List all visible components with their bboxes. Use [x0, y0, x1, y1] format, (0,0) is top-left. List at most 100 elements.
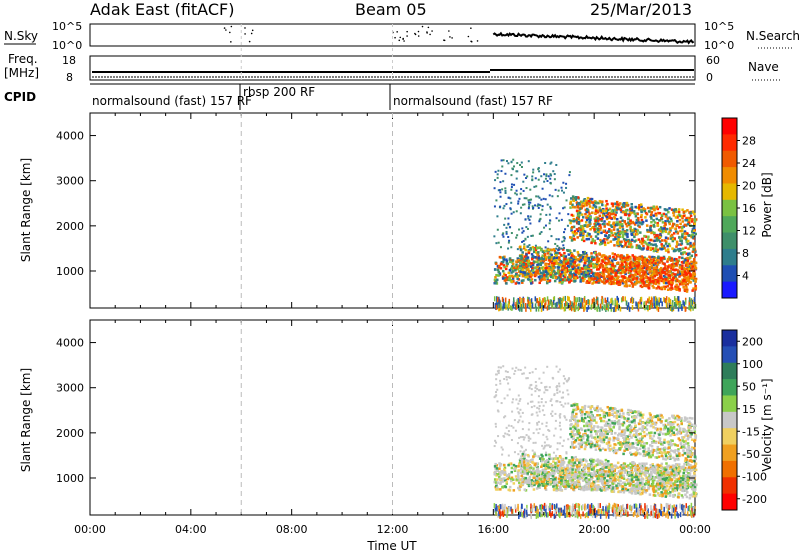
ground-scatter-cell [568, 296, 570, 302]
sparse-echo-cell [517, 202, 520, 205]
sparse-echo-cell [502, 207, 505, 210]
echo-cell [607, 463, 610, 466]
echo-cell [670, 283, 673, 287]
echo-cell [559, 253, 563, 257]
echo-cell [578, 275, 582, 278]
ground-scatter-cell [679, 301, 682, 307]
echo-cell [503, 279, 507, 282]
echo-cell [600, 211, 603, 214]
echo-cell [667, 492, 670, 495]
echo-cell [665, 481, 668, 485]
ground-scatter-cell [671, 302, 674, 308]
colorbar-tick-label: 12 [742, 225, 756, 238]
echo-cell [564, 478, 567, 482]
echo-cell [511, 264, 514, 268]
ground-scatter-cell [651, 297, 653, 303]
sparse-echo-cell [537, 203, 540, 206]
echo-cell [601, 239, 605, 242]
echo-cell [670, 219, 673, 223]
sparse-echo-cell [499, 205, 502, 208]
echo-cell [498, 273, 502, 277]
echo-cell [514, 267, 518, 271]
freq-unit: [MHz] [4, 66, 39, 80]
sparse-echo-cell [511, 167, 514, 170]
ground-scatter-cell [493, 296, 496, 302]
echo-cell [659, 276, 662, 280]
echo-cell [660, 286, 663, 289]
echo-cell [538, 483, 541, 486]
echo-cell [601, 486, 604, 490]
echo-cell [630, 487, 633, 490]
echo-cell [583, 473, 586, 476]
ground-scatter-cell [523, 297, 525, 303]
echo-cell [567, 253, 570, 256]
echo-cell [691, 210, 695, 213]
echo-cell [551, 276, 555, 279]
echo-cell [675, 467, 679, 470]
echo-cell [528, 475, 532, 479]
echo-cell [497, 270, 501, 274]
echo-cell [497, 274, 500, 277]
sparse-echo-cell [520, 165, 523, 168]
echo-cell [659, 464, 663, 468]
sparse-echo-cell [527, 199, 530, 202]
echo-cell [678, 282, 682, 286]
echo-cell [588, 212, 591, 215]
echo-cell [633, 240, 636, 243]
echo-cell [578, 458, 581, 462]
echo-cell [683, 462, 686, 466]
ground-scatter-cell [583, 297, 585, 303]
echo-cell [585, 218, 589, 222]
echo-cell [552, 487, 556, 491]
echo-cell [654, 476, 657, 479]
echo-cell [594, 211, 597, 215]
echo-cell [597, 201, 600, 205]
date-title: 25/Mar/2013 [590, 0, 692, 19]
echo-cell [570, 473, 574, 477]
echo-cell [557, 263, 561, 267]
echo-cell [504, 478, 507, 482]
ground-scatter-cell [647, 298, 649, 304]
sparse-echo-cell [561, 240, 564, 243]
sparse-echo-cell [546, 203, 549, 206]
echo-cell [684, 267, 687, 271]
echo-cell [612, 222, 615, 226]
echo-cell [602, 471, 605, 475]
echo-cell [572, 255, 576, 258]
echo-cell [525, 264, 528, 268]
echo-cell [598, 224, 602, 227]
echo-cell [547, 262, 551, 266]
echo-cell [530, 472, 533, 476]
sparse-echo-cell [502, 159, 505, 162]
sparse-echo-cell [561, 189, 564, 192]
echo-cell [588, 221, 591, 224]
echo-cell [689, 485, 693, 489]
ground-scatter-cell [519, 306, 521, 312]
echo-cell [616, 223, 619, 226]
echo-cell [593, 275, 597, 279]
echo-cell [536, 260, 539, 264]
echo-cell [523, 481, 527, 484]
echo-cell [662, 212, 666, 216]
echo-cell [664, 215, 668, 218]
echo-cell [499, 488, 502, 491]
echo-cell [577, 266, 580, 269]
echo-cell [678, 265, 682, 268]
echo-cell [529, 459, 533, 462]
echo-cell [646, 238, 650, 241]
echo-cell [673, 485, 677, 488]
echo-cell [643, 260, 646, 263]
echo-cell [507, 271, 511, 275]
echo-cell [618, 226, 622, 230]
echo-cell [594, 209, 598, 213]
echo-cell [582, 204, 585, 208]
echo-cell [637, 272, 640, 276]
echo-cell [609, 282, 613, 286]
echo-cell [552, 266, 555, 270]
echo-cell [607, 271, 610, 275]
echo-cell [692, 465, 696, 468]
echo-cell [571, 214, 575, 218]
echo-cell [553, 259, 557, 262]
echo-cell [511, 261, 514, 264]
